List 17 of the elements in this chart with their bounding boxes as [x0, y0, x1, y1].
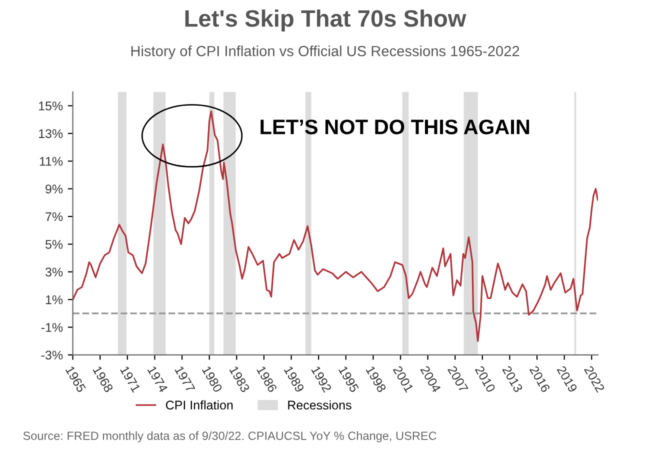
- y-tick-label: 15%: [39, 102, 63, 110]
- legend-label: CPI Inflation: [166, 400, 233, 410]
- y-tick-label: 9%: [46, 184, 63, 194]
- y-tick-label: 11%: [40, 156, 63, 166]
- y-tick-label: 1%: [46, 295, 63, 304]
- chart-subtitle: History of CPI Inflation vs Official US Recessions 1965-2022: [131, 46, 520, 60]
- source-note: Source: FRED monthly data as of 9/30/22. CPIAUCSL YoY % Change, USREC: [23, 431, 436, 442]
- legend-label: Recessions: [288, 400, 352, 410]
- y-tick-label: 5%: [46, 240, 63, 249]
- annotation: LET’S NOT DO THIS AGAIN: [260, 120, 530, 134]
- y-tick-label: 7%: [46, 212, 63, 222]
- y-tick-label: 3%: [45, 268, 63, 277]
- line-series: [72, 110, 598, 342]
- y-tick-label: -1%: [41, 323, 63, 332]
- y-tick-label: -3%: [41, 350, 63, 360]
- chart-title: Let's Skip That 70s Show: [185, 9, 466, 32]
- y-tick-label: 13%: [39, 129, 63, 138]
